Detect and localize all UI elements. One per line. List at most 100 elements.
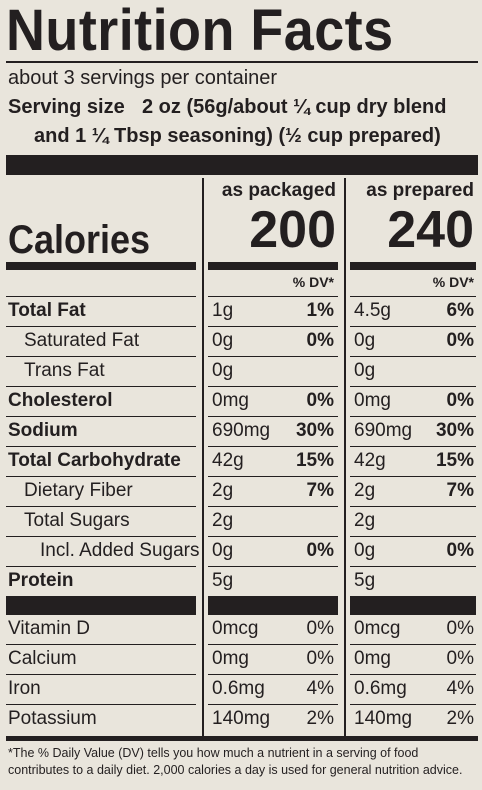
daily-value: 2% bbox=[306, 708, 334, 729]
daily-value: 4% bbox=[306, 678, 334, 699]
daily-value: 2% bbox=[446, 708, 474, 729]
row-rule bbox=[6, 536, 196, 537]
row-rule bbox=[208, 446, 338, 447]
nutrient-name: Cholesterol bbox=[8, 390, 113, 411]
thick-rule bbox=[350, 596, 476, 614]
row-rule bbox=[6, 386, 196, 387]
daily-value: 0% bbox=[446, 390, 474, 411]
row-rule bbox=[6, 566, 196, 567]
amount: 140mg bbox=[354, 708, 413, 729]
row-rule bbox=[6, 506, 196, 507]
daily-value: 0% bbox=[446, 618, 474, 639]
row-rule bbox=[6, 296, 196, 297]
nutrient-name: Calcium bbox=[8, 648, 77, 669]
amount: 2g bbox=[212, 510, 234, 531]
amount: 42g bbox=[354, 450, 386, 471]
amount: 0g bbox=[354, 330, 376, 351]
nutrient-name: Vitamin D bbox=[8, 618, 91, 639]
row-rule bbox=[350, 386, 476, 387]
row-rule bbox=[350, 326, 476, 327]
row-rule bbox=[208, 644, 338, 645]
daily-value: 0% bbox=[306, 540, 334, 561]
row-rule bbox=[350, 614, 476, 615]
row-rule bbox=[208, 614, 338, 615]
amount: 0g bbox=[212, 540, 234, 561]
amount: 1g bbox=[212, 300, 234, 321]
column-heading: as packaged bbox=[221, 180, 336, 201]
thick-rule bbox=[208, 596, 338, 614]
daily-value: 0% bbox=[306, 330, 334, 351]
row-rule bbox=[208, 704, 338, 705]
row-rule bbox=[208, 674, 338, 675]
amount: 0g bbox=[212, 330, 234, 351]
amount: 690mg bbox=[354, 420, 413, 441]
row-rule bbox=[6, 704, 196, 705]
nutrient-name: Potassium bbox=[8, 708, 97, 729]
nutrient-name: Saturated Fat bbox=[24, 330, 140, 351]
row-rule bbox=[6, 674, 196, 675]
amount: 0mg bbox=[354, 390, 391, 411]
daily-value: 15% bbox=[435, 450, 474, 471]
serving-size: 2 oz (56g/about ¼ cup dry blend bbox=[142, 96, 447, 118]
amount: 0.6mg bbox=[212, 678, 265, 699]
row-rule bbox=[350, 446, 476, 447]
daily-value: 0% bbox=[306, 648, 334, 669]
amount: 0.6mg bbox=[354, 678, 407, 699]
nutrient-name: Total Fat bbox=[8, 300, 86, 321]
servings: about 3 servings per container bbox=[8, 67, 278, 89]
row-rule bbox=[350, 506, 476, 507]
daily-value: 0% bbox=[446, 648, 474, 669]
title: Nutrition Facts bbox=[6, 0, 394, 63]
row-rule bbox=[350, 356, 476, 357]
row-rule bbox=[208, 506, 338, 507]
daily-value: 0% bbox=[446, 540, 474, 561]
amount: 0g bbox=[354, 540, 376, 561]
amount: 140mg bbox=[212, 708, 271, 729]
amount: 0g bbox=[212, 360, 234, 381]
amount: 2g bbox=[212, 480, 234, 501]
row-rule bbox=[208, 536, 338, 537]
amount: 4.5g bbox=[354, 300, 391, 321]
row-rule bbox=[350, 536, 476, 537]
daily-value: 6% bbox=[446, 300, 474, 321]
footnote: *The % Daily Value (DV) tells you how mu… bbox=[8, 746, 463, 777]
row-rule bbox=[208, 356, 338, 357]
row-rule bbox=[6, 326, 196, 327]
row-rule bbox=[6, 614, 196, 615]
nutrient-name: Incl. Added Sugars bbox=[40, 540, 200, 561]
row-rule bbox=[6, 356, 196, 357]
daily-value: 7% bbox=[306, 480, 334, 501]
daily-value: 4% bbox=[446, 678, 474, 699]
row-rule bbox=[6, 416, 196, 417]
amount: 0mg bbox=[212, 648, 249, 669]
row-rule bbox=[350, 644, 476, 645]
nutrient-name: Total Sugars bbox=[24, 510, 130, 531]
row-rule bbox=[208, 566, 338, 567]
row-rule bbox=[208, 476, 338, 477]
medium-rule bbox=[208, 262, 338, 270]
amount: 2g bbox=[354, 510, 376, 531]
divider bbox=[202, 178, 204, 738]
daily-value: 0% bbox=[306, 618, 334, 639]
nutrient-name: Sodium bbox=[8, 420, 78, 441]
daily-value: 30% bbox=[435, 420, 474, 441]
row-rule bbox=[208, 326, 338, 327]
amount: 0mg bbox=[354, 648, 391, 669]
dv-heading: % DV* bbox=[432, 274, 474, 290]
thick-rule bbox=[6, 155, 478, 175]
divider bbox=[344, 178, 346, 738]
nutrient-name: Iron bbox=[8, 678, 41, 699]
daily-value: 1% bbox=[306, 300, 334, 321]
amount: 0mg bbox=[212, 390, 249, 411]
calories-label: Calories bbox=[8, 218, 151, 262]
row-rule bbox=[208, 386, 338, 387]
row-rule bbox=[350, 704, 476, 705]
medium-rule bbox=[350, 262, 476, 270]
daily-value: 15% bbox=[295, 450, 334, 471]
daily-value: 0% bbox=[446, 330, 474, 351]
amount: 42g bbox=[212, 450, 244, 471]
row-rule bbox=[6, 446, 196, 447]
daily-value: 7% bbox=[446, 480, 474, 501]
row-rule bbox=[350, 476, 476, 477]
